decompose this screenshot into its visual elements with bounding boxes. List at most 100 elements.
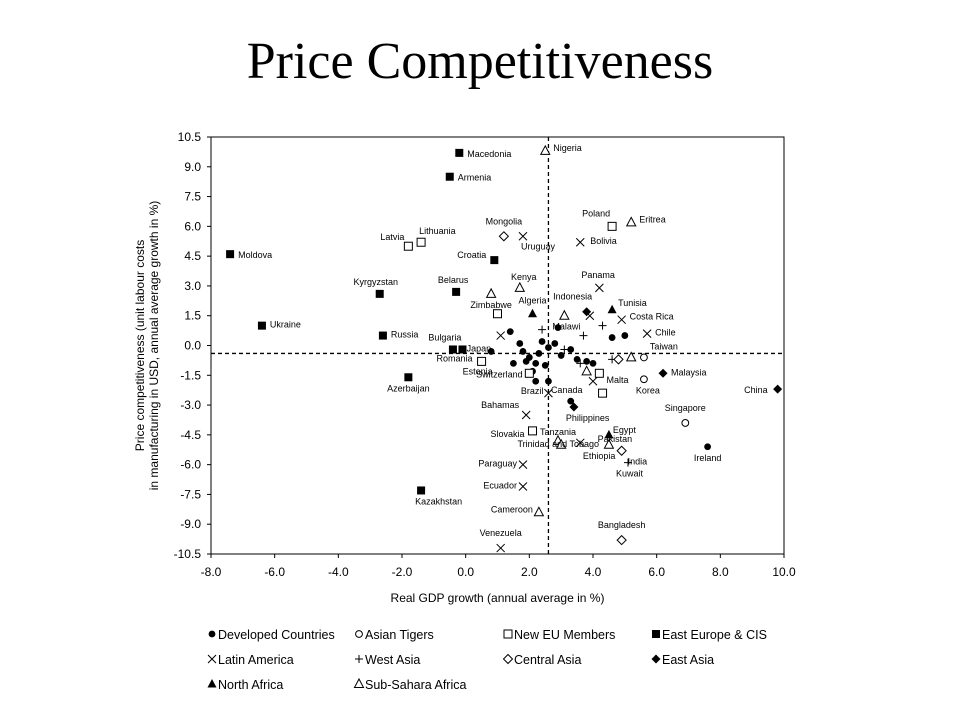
point-label: Indonesia [553,292,592,302]
y-tick-label: 0.0 [184,339,201,353]
y-tick-label: 9.0 [184,160,201,174]
data-point [607,304,617,314]
legend-item: North Africa [207,678,283,692]
data-point [569,402,579,412]
point-label: Nigeria [553,143,582,153]
slide-title: Price Competitiveness [246,33,714,90]
data-point [375,289,384,298]
point-label: Chile [655,328,676,338]
point-label: Tanzania [540,427,576,437]
y-tick-label: -10.5 [174,547,202,561]
data-point [598,321,607,330]
point-label: Bangladesh [598,520,646,530]
point-label: Switzerland [476,369,523,379]
y-tick-label: 3.0 [184,279,201,293]
data-point [621,332,629,339]
point-label: Bolivia [590,236,617,246]
data-point [516,340,524,347]
point-label: Poland [582,208,610,218]
data-point [625,351,637,362]
data-point [493,309,502,319]
data-point [257,321,266,330]
legend-marker [651,654,661,664]
point-label: Macedonia [467,149,511,159]
point-label: Kyrgyzstan [353,277,398,287]
data-point [598,388,608,398]
point-label: Russia [391,330,419,340]
x-tick-label: -8.0 [201,565,222,579]
point-label: Malaysia [671,367,707,377]
legend-marker [502,653,514,665]
x-tick-label: 4.0 [585,565,602,579]
data-point [455,148,464,157]
point-label: Mongolia [486,216,523,226]
point-label: Singapore [665,403,706,413]
point-label: Ukraine [270,320,301,330]
legend-marker [208,630,216,638]
data-point [477,356,487,366]
y-tick-label: 6.0 [184,219,201,233]
point-label: Costa Rica [630,312,674,322]
point-label: Croatia [457,250,486,260]
data-point [594,368,604,378]
legend-label: West Asia [365,653,420,667]
data-point [506,328,514,335]
point-label: Zimbabwe [470,300,512,310]
point-label: Lithuania [419,226,456,236]
point-label: Malta [607,375,629,385]
data-point [518,460,528,469]
point-label: India [628,457,648,467]
legend-label: Latin America [218,653,294,667]
data-point [582,307,592,317]
y-tick-label: -9.0 [180,517,201,531]
data-point [603,438,615,449]
data-point [554,324,562,332]
legend-item: Sub-Sahara Africa [353,677,466,692]
legend-item: New EU Members [503,628,615,642]
series-developed-countries [487,324,711,451]
data-point [532,359,540,367]
data-point [524,368,534,378]
legend-label: North Africa [218,678,283,692]
data-point [518,482,528,491]
legend-item: East Europe & CIS [652,628,767,642]
series-new-eu-members [403,221,617,436]
point-label: Kazakhstan [415,496,462,506]
y-tick-label: -7.5 [180,487,201,501]
point-label: Kuwait [616,469,644,479]
data-point [560,345,569,354]
data-point [538,325,547,334]
data-point [704,443,711,451]
point-label: Trinidad and Tobago [517,439,599,449]
point-label: China [744,385,768,395]
point-label: Bahamas [481,400,520,410]
data-point [581,365,592,376]
point-label: Latvia [380,232,404,242]
x-tick-label: 6.0 [648,565,665,579]
y-tick-label: -6.0 [180,458,201,472]
x-tick-label: 10.0 [772,565,796,579]
data-point [681,419,690,427]
data-point [607,221,617,231]
point-label: Philippines [566,413,610,423]
legend-label: New EU Members [514,628,615,642]
point-label: Malawi [552,322,580,332]
data-point [642,329,652,338]
data-point [575,237,585,247]
y-axis-label: Price competitiveness (unit labour costs [133,240,147,451]
point-label: Romania [436,353,472,363]
data-point [416,237,426,247]
legend-marker [353,677,365,688]
y-tick-label: 1.5 [184,309,201,323]
point-label: Korea [636,385,660,395]
legend-label: Central Asia [514,653,581,667]
data-point [588,376,598,386]
point-label: Slovakia [490,429,524,439]
y-tick-label: 10.5 [178,130,202,144]
data-point [448,345,457,354]
data-point [490,256,499,265]
data-point [557,352,565,359]
point-label: Armenia [458,173,492,183]
data-point [551,340,559,347]
